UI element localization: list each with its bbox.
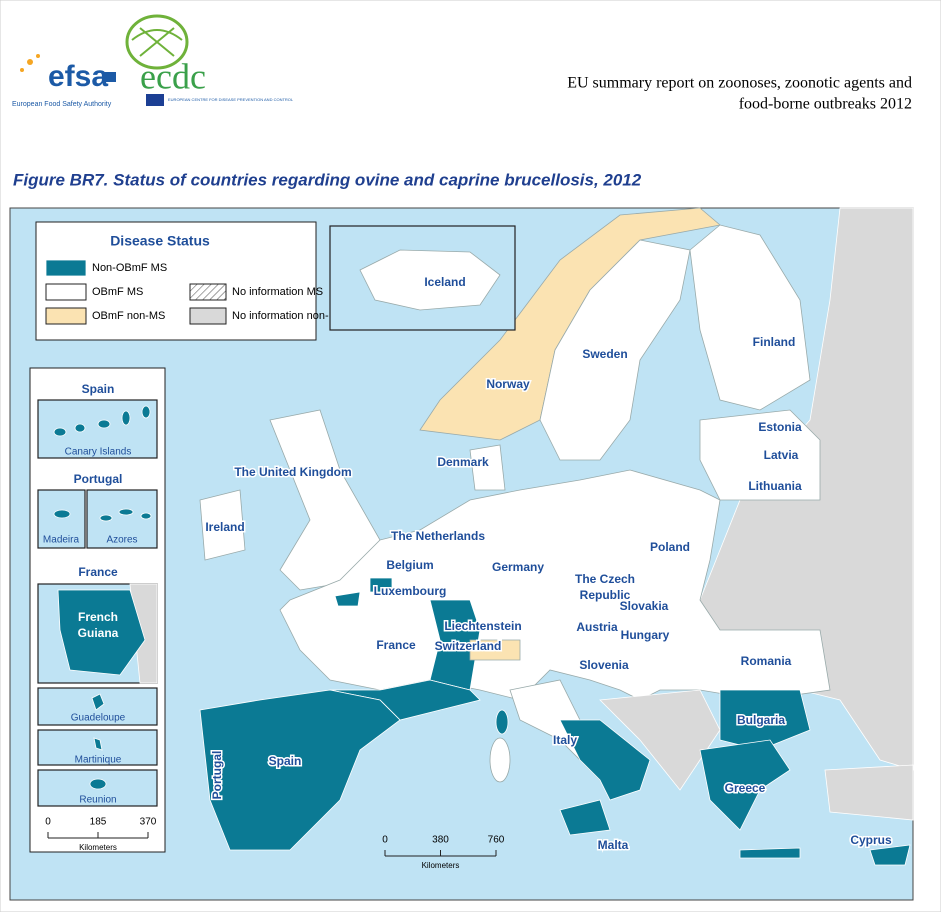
legend-label: No information non-MS xyxy=(232,310,345,322)
efsa-wordmark: efsa xyxy=(48,60,108,93)
inset-title: Spain xyxy=(82,382,115,396)
turkey xyxy=(824,764,914,821)
french-guiana xyxy=(57,589,146,676)
efsa-tagline: European Food Safety Authority xyxy=(12,101,112,108)
country-label: Sweden xyxy=(582,347,627,361)
sweden xyxy=(539,239,691,461)
country-label: Hungary xyxy=(621,628,670,642)
country-label: The Netherlands xyxy=(391,529,485,543)
iceland-inset: Iceland xyxy=(329,225,516,331)
ecdc-wordmark: ecdc xyxy=(140,56,206,96)
italy-south xyxy=(559,719,651,801)
cyprus xyxy=(869,844,911,866)
finland xyxy=(689,224,811,411)
country-label: Slovakia xyxy=(620,599,669,613)
inset-title: Portugal xyxy=(74,472,123,486)
iberia xyxy=(199,689,401,851)
crete xyxy=(739,847,801,859)
country-label: Norway xyxy=(486,377,530,391)
country-label: Finland xyxy=(753,335,796,349)
legend-swatch xyxy=(45,283,87,301)
inset-box xyxy=(37,769,158,807)
scale-tick-label: 370 xyxy=(140,817,157,828)
efsa-logo: efsa European Food Safety Authority xyxy=(12,54,116,108)
country-labels: Sweden Finland Norway Estonia Latvia Lithuani… xyxy=(204,334,894,854)
greece xyxy=(699,739,791,831)
country-label: Malta xyxy=(598,838,629,852)
country-label: Ireland xyxy=(205,520,244,534)
inset-label: Martinique xyxy=(75,755,122,766)
balkans xyxy=(599,689,721,791)
switzerland xyxy=(469,639,521,661)
legend-label: No information MS xyxy=(232,286,323,298)
legend-label: OBmF MS xyxy=(92,286,143,298)
iceland xyxy=(359,249,501,311)
country-label: Austria xyxy=(576,620,618,634)
country-label: Cyprus xyxy=(850,833,892,847)
country-label: Switzerland xyxy=(435,639,502,653)
country-label: Spain xyxy=(269,754,302,768)
country-label: Italy xyxy=(553,733,577,747)
country-label: France xyxy=(376,638,416,652)
country-label: Lithuania xyxy=(748,479,802,493)
report-title: food-borne outbreaks 2012 xyxy=(739,96,912,113)
figure-caption: Figure BR7. Status of countries regardin… xyxy=(13,170,642,189)
country-label: The United Kingdom xyxy=(234,465,351,479)
report-title: EU summary report on zoonoses, zoonotic … xyxy=(567,75,912,92)
inset-label: French xyxy=(78,610,118,624)
legend-label: OBmF non-MS xyxy=(92,310,165,322)
country-label: Bulgaria xyxy=(737,713,785,727)
inset-label: Canary Islands xyxy=(65,447,132,458)
country-label: Republic xyxy=(580,588,631,602)
inset-panel: Spain Canary Islands Portugal Madeira Az… xyxy=(29,367,166,853)
country-label: Poland xyxy=(650,540,690,554)
legend-swatch xyxy=(189,307,227,325)
inset-label: Reunion xyxy=(79,795,116,806)
scale-tick-label: 380 xyxy=(432,835,449,846)
country-label: Romania xyxy=(741,654,792,668)
belgium-regions xyxy=(334,577,393,607)
inset-label: Madeira xyxy=(43,535,80,546)
country-label: Liechtenstein xyxy=(444,619,521,633)
ecdc-logo: ecdc EUROPEAN CENTRE FOR DISEASE PREVENT… xyxy=(125,14,294,106)
scale-tick-label: 0 xyxy=(45,817,51,828)
scale-bars: 0 380 760 Kilometers 0 185 370 Kilometers xyxy=(45,817,505,870)
country-label: Portugal xyxy=(210,751,224,800)
inset-label: Azores xyxy=(106,535,137,546)
legend: Disease Status Non-OBmF MS OBmF MS No in… xyxy=(35,221,345,341)
country-label: Iceland xyxy=(424,275,465,289)
legend-swatch xyxy=(45,307,87,325)
country-label: Estonia xyxy=(758,420,802,434)
inset-label: Guiana xyxy=(78,626,119,640)
denmark xyxy=(469,444,506,491)
scale-unit: Kilometers xyxy=(79,843,117,852)
baltics xyxy=(699,409,821,501)
sardinia xyxy=(489,737,511,783)
country-label: Belgium xyxy=(386,558,433,572)
inset-box xyxy=(37,489,86,549)
country-label: Germany xyxy=(492,560,544,574)
scale-tick-label: 760 xyxy=(488,835,505,846)
scale-unit: Kilometers xyxy=(422,861,460,870)
legend-label: Non-OBmF MS xyxy=(92,262,167,274)
sicily xyxy=(559,799,611,836)
bulgaria xyxy=(719,689,811,751)
scale-tick-label: 0 xyxy=(382,835,388,846)
inset-title: France xyxy=(78,565,118,579)
country-label: Luxembourg xyxy=(374,584,447,598)
ireland xyxy=(199,489,246,561)
scale-tick-label: 185 xyxy=(90,817,107,828)
inset-label: Guadeloupe xyxy=(71,713,126,724)
country-label: Slovenia xyxy=(579,658,629,672)
country-label: Greece xyxy=(725,781,766,795)
legend-title: Disease Status xyxy=(110,233,210,249)
country-label: The Czech xyxy=(575,572,635,586)
legend-swatch xyxy=(189,283,227,301)
ecdc-tagline: EUROPEAN CENTRE FOR DISEASE PREVENTION A… xyxy=(168,97,294,102)
country-label: Latvia xyxy=(764,448,799,462)
corsica xyxy=(495,709,509,735)
country-label: Denmark xyxy=(437,455,489,469)
legend-swatch xyxy=(45,259,87,277)
